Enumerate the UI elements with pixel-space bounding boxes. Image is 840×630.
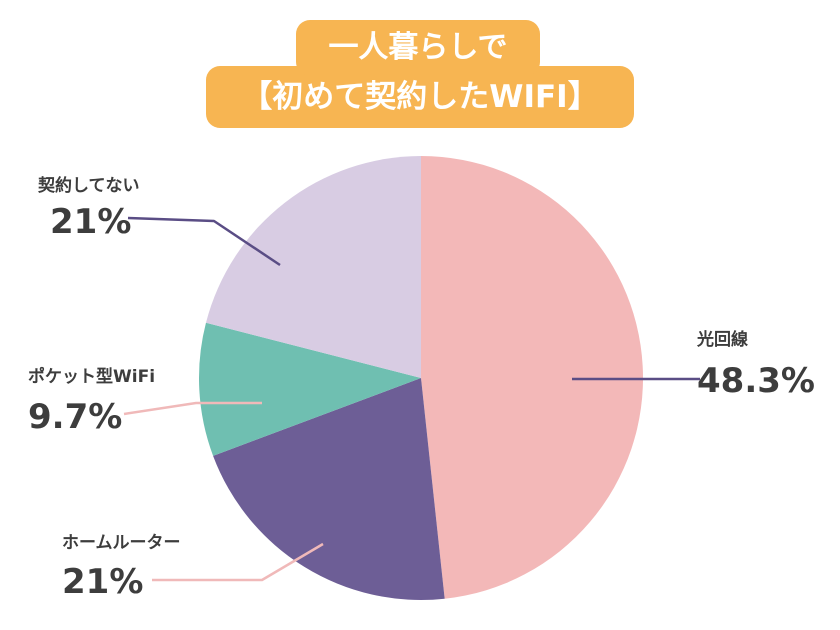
leader-line-3 xyxy=(123,401,262,416)
leader-line-2 xyxy=(152,542,324,582)
pie-slice-1 xyxy=(421,156,644,599)
chart-title-line1: 一人暮らしで xyxy=(296,20,540,76)
pie-slice-4 xyxy=(205,156,421,378)
slice-label-value-1: 48.3% xyxy=(697,361,815,401)
pie-slice-2 xyxy=(213,378,445,601)
slice-label-value-2: 21% xyxy=(62,562,143,602)
slice-label-name-1: 光回線 xyxy=(696,329,748,350)
pie-slices xyxy=(199,156,644,601)
slice-label-value-3: 9.7% xyxy=(28,397,122,437)
slice-label-name-4: 契約してない xyxy=(37,175,140,196)
leader-lines xyxy=(123,216,700,582)
slice-labels: 光回線 48.3% ホームルーター 21% ポケット型WiFi 9.7% 契約してない 21% xyxy=(28,175,815,602)
chart-title-line2: 【初めて契約したWIFI】 xyxy=(206,66,634,128)
slice-label-name-3: ポケット型WiFi xyxy=(28,366,155,387)
slice-label-value-4: 21% xyxy=(50,202,131,242)
leader-line-4 xyxy=(127,216,281,267)
slice-label-name-2: ホームルーター xyxy=(62,533,181,553)
pie-slice-3 xyxy=(199,322,421,456)
